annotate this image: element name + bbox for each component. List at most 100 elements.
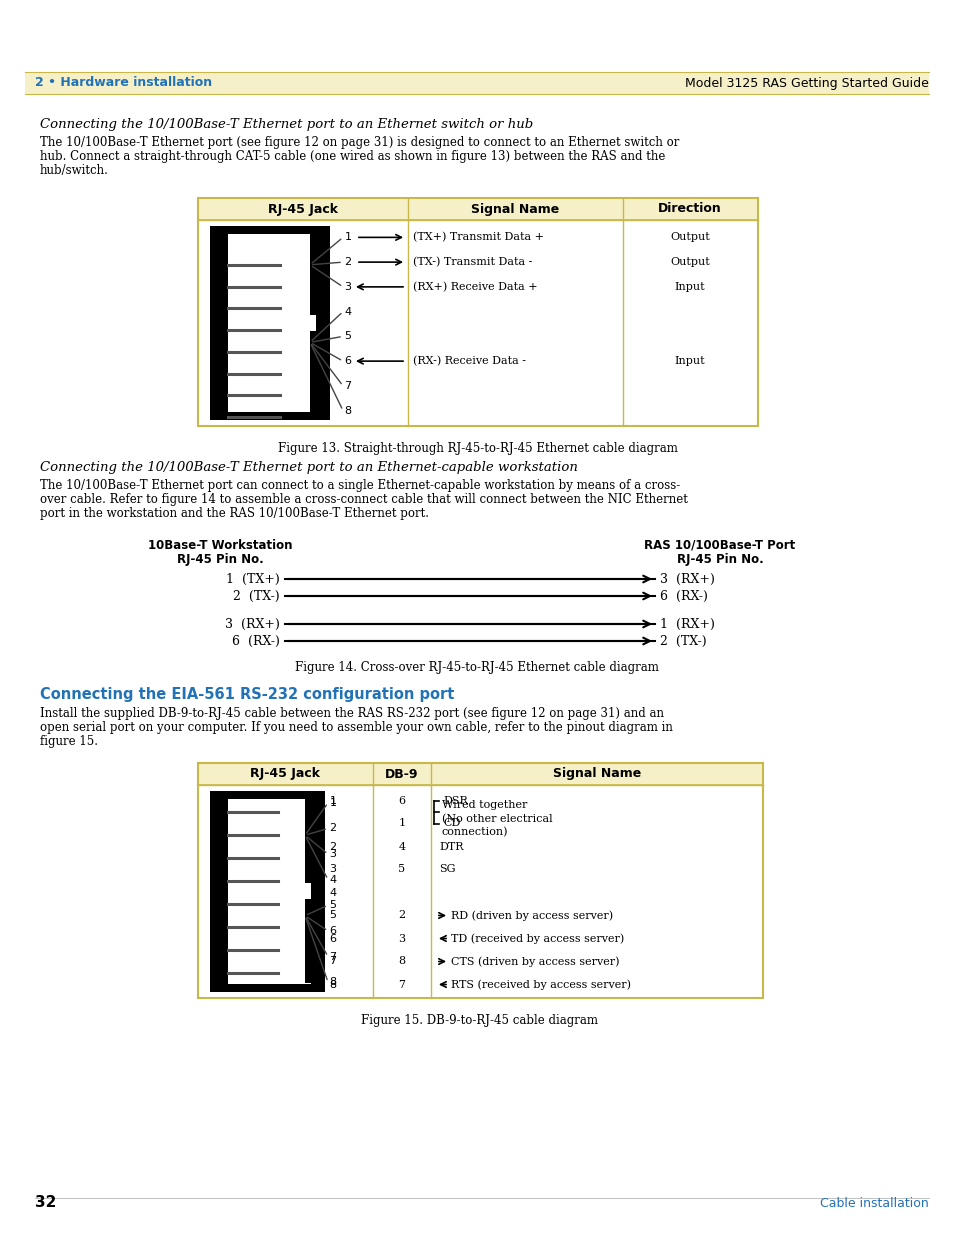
Bar <box>198 763 762 785</box>
Text: 5: 5 <box>329 900 336 910</box>
Text: 2 • Hardware installation: 2 • Hardware installation <box>35 77 212 89</box>
Text: CD: CD <box>442 819 460 829</box>
Text: hub. Connect a straight-through CAT-5 cable (one wired as shown in figure 13) be: hub. Connect a straight-through CAT-5 ca… <box>40 149 664 163</box>
Text: 3: 3 <box>329 850 336 860</box>
Text: Install the supplied DB-9-to-RJ-45 cable between the RAS RS-232 port (see figure: Install the supplied DB-9-to-RJ-45 cable… <box>40 706 663 720</box>
Text: 3: 3 <box>344 282 351 291</box>
Text: 2  (TX-): 2 (TX-) <box>659 635 706 647</box>
Bar <box>198 198 758 220</box>
Text: 5: 5 <box>398 864 405 874</box>
Text: 3  (RX+): 3 (RX+) <box>225 618 280 631</box>
Text: 6: 6 <box>398 795 405 805</box>
Text: Input: Input <box>674 356 704 366</box>
Text: (RX-) Receive Data -: (RX-) Receive Data - <box>413 356 525 367</box>
Text: 3  (RX+): 3 (RX+) <box>659 573 714 585</box>
Text: 7: 7 <box>329 951 336 962</box>
Text: 4: 4 <box>344 306 352 316</box>
Text: 8: 8 <box>398 956 405 967</box>
Text: connection): connection) <box>441 826 508 837</box>
Text: Signal Name: Signal Name <box>471 203 558 215</box>
Text: 7: 7 <box>398 979 405 989</box>
Text: hub/switch.: hub/switch. <box>40 164 109 177</box>
Bar <box>305 899 325 983</box>
Text: Input: Input <box>674 282 704 291</box>
Text: Wired together: Wired together <box>441 800 527 810</box>
Bar <box>210 790 325 992</box>
Text: RAS 10/100Base-T Port: RAS 10/100Base-T Port <box>643 538 795 552</box>
Text: 8: 8 <box>329 977 336 987</box>
Bar <box>25 72 928 94</box>
Text: Connecting the EIA-561 RS-232 configuration port: Connecting the EIA-561 RS-232 configurat… <box>40 687 454 701</box>
Text: 10Base-T Workstation: 10Base-T Workstation <box>148 538 292 552</box>
Text: 4: 4 <box>329 874 336 884</box>
Bar <box>310 233 330 315</box>
Text: over cable. Refer to figure 14 to assemble a cross-connect cable that will conne: over cable. Refer to figure 14 to assemb… <box>40 493 687 506</box>
Text: Model 3125 RAS Getting Started Guide: Model 3125 RAS Getting Started Guide <box>684 77 928 89</box>
Text: 7: 7 <box>329 956 336 967</box>
Text: Figure 13. Straight-through RJ-45-to-RJ-45 Ethernet cable diagram: Figure 13. Straight-through RJ-45-to-RJ-… <box>277 442 678 454</box>
Text: 6  (RX-): 6 (RX-) <box>232 635 280 647</box>
Text: Connecting the 10/100Base-T Ethernet port to an Ethernet switch or hub: Connecting the 10/100Base-T Ethernet por… <box>40 119 533 131</box>
Text: SG: SG <box>438 864 455 874</box>
Text: 1: 1 <box>344 232 351 242</box>
Text: The 10/100Base-T Ethernet port (see figure 12 on page 31) is designed to connect: The 10/100Base-T Ethernet port (see figu… <box>40 136 679 149</box>
Text: 4: 4 <box>329 888 336 898</box>
Text: RJ-45 Jack: RJ-45 Jack <box>268 203 337 215</box>
Text: 32: 32 <box>35 1195 56 1210</box>
Text: 7: 7 <box>344 380 352 390</box>
Bar <box>198 763 762 998</box>
Text: 4: 4 <box>398 841 405 851</box>
Text: DSR: DSR <box>442 795 467 805</box>
Text: 1: 1 <box>398 819 405 829</box>
Text: port in the workstation and the RAS 10/100Base-T Ethernet port.: port in the workstation and the RAS 10/1… <box>40 508 429 520</box>
Text: Connecting the 10/100Base-T Ethernet port to an Ethernet-capable workstation: Connecting the 10/100Base-T Ethernet por… <box>40 461 578 474</box>
Text: figure 15.: figure 15. <box>40 735 98 748</box>
Text: 1  (TX+): 1 (TX+) <box>226 573 280 585</box>
Text: The 10/100Base-T Ethernet port can connect to a single Ethernet-capable workstat: The 10/100Base-T Ethernet port can conne… <box>40 479 679 492</box>
Bar <box>310 331 330 412</box>
Text: DB-9: DB-9 <box>385 767 418 781</box>
Text: (TX+) Transmit Data +: (TX+) Transmit Data + <box>413 232 543 242</box>
Text: RJ-45 Pin No.: RJ-45 Pin No. <box>176 553 263 566</box>
Text: TD (received by access server): TD (received by access server) <box>451 934 623 944</box>
Text: 1: 1 <box>329 795 336 805</box>
Text: DTR: DTR <box>438 841 463 851</box>
Text: 6: 6 <box>329 934 336 944</box>
Text: RJ-45 Jack: RJ-45 Jack <box>250 767 319 781</box>
Text: Figure 14. Cross-over RJ-45-to-RJ-45 Ethernet cable diagram: Figure 14. Cross-over RJ-45-to-RJ-45 Eth… <box>294 661 659 674</box>
Text: 8: 8 <box>329 979 336 989</box>
Text: 2: 2 <box>398 910 405 920</box>
Text: (TX-) Transmit Data -: (TX-) Transmit Data - <box>413 257 532 267</box>
Text: CTS (driven by access server): CTS (driven by access server) <box>451 956 618 967</box>
Text: 1: 1 <box>329 798 336 808</box>
Text: 5: 5 <box>329 910 336 920</box>
Text: 3: 3 <box>329 864 336 874</box>
Bar <box>228 799 311 984</box>
Text: 5: 5 <box>344 331 351 341</box>
Text: (No other electrical: (No other electrical <box>441 814 552 824</box>
Bar <box>228 233 315 412</box>
Text: Cable installation: Cable installation <box>820 1197 928 1210</box>
Text: 8: 8 <box>344 405 352 416</box>
Text: RTS (received by access server): RTS (received by access server) <box>451 979 630 989</box>
Text: open serial port on your computer. If you need to assemble your own cable, refer: open serial port on your computer. If yo… <box>40 721 672 734</box>
Text: 2: 2 <box>329 824 336 834</box>
Text: 3: 3 <box>398 934 405 944</box>
Text: RD (driven by access server): RD (driven by access server) <box>451 910 613 921</box>
Text: RJ-45 Pin No.: RJ-45 Pin No. <box>676 553 762 566</box>
Text: Figure 15. DB-9-to-RJ-45 cable diagram: Figure 15. DB-9-to-RJ-45 cable diagram <box>361 1014 598 1028</box>
Text: 2  (TX-): 2 (TX-) <box>233 589 280 603</box>
Text: (RX+) Receive Data +: (RX+) Receive Data + <box>413 282 537 291</box>
Text: Signal Name: Signal Name <box>553 767 640 781</box>
Text: 6  (RX-): 6 (RX-) <box>659 589 707 603</box>
Text: Output: Output <box>669 232 709 242</box>
Text: 2: 2 <box>329 841 336 851</box>
Text: 6: 6 <box>329 926 336 936</box>
Text: Direction: Direction <box>658 203 721 215</box>
Bar <box>305 799 325 883</box>
Text: 6: 6 <box>344 356 351 366</box>
Text: 1  (RX+): 1 (RX+) <box>659 618 714 631</box>
Bar <box>210 226 330 420</box>
Text: 2: 2 <box>344 257 352 267</box>
Bar <box>198 198 758 426</box>
